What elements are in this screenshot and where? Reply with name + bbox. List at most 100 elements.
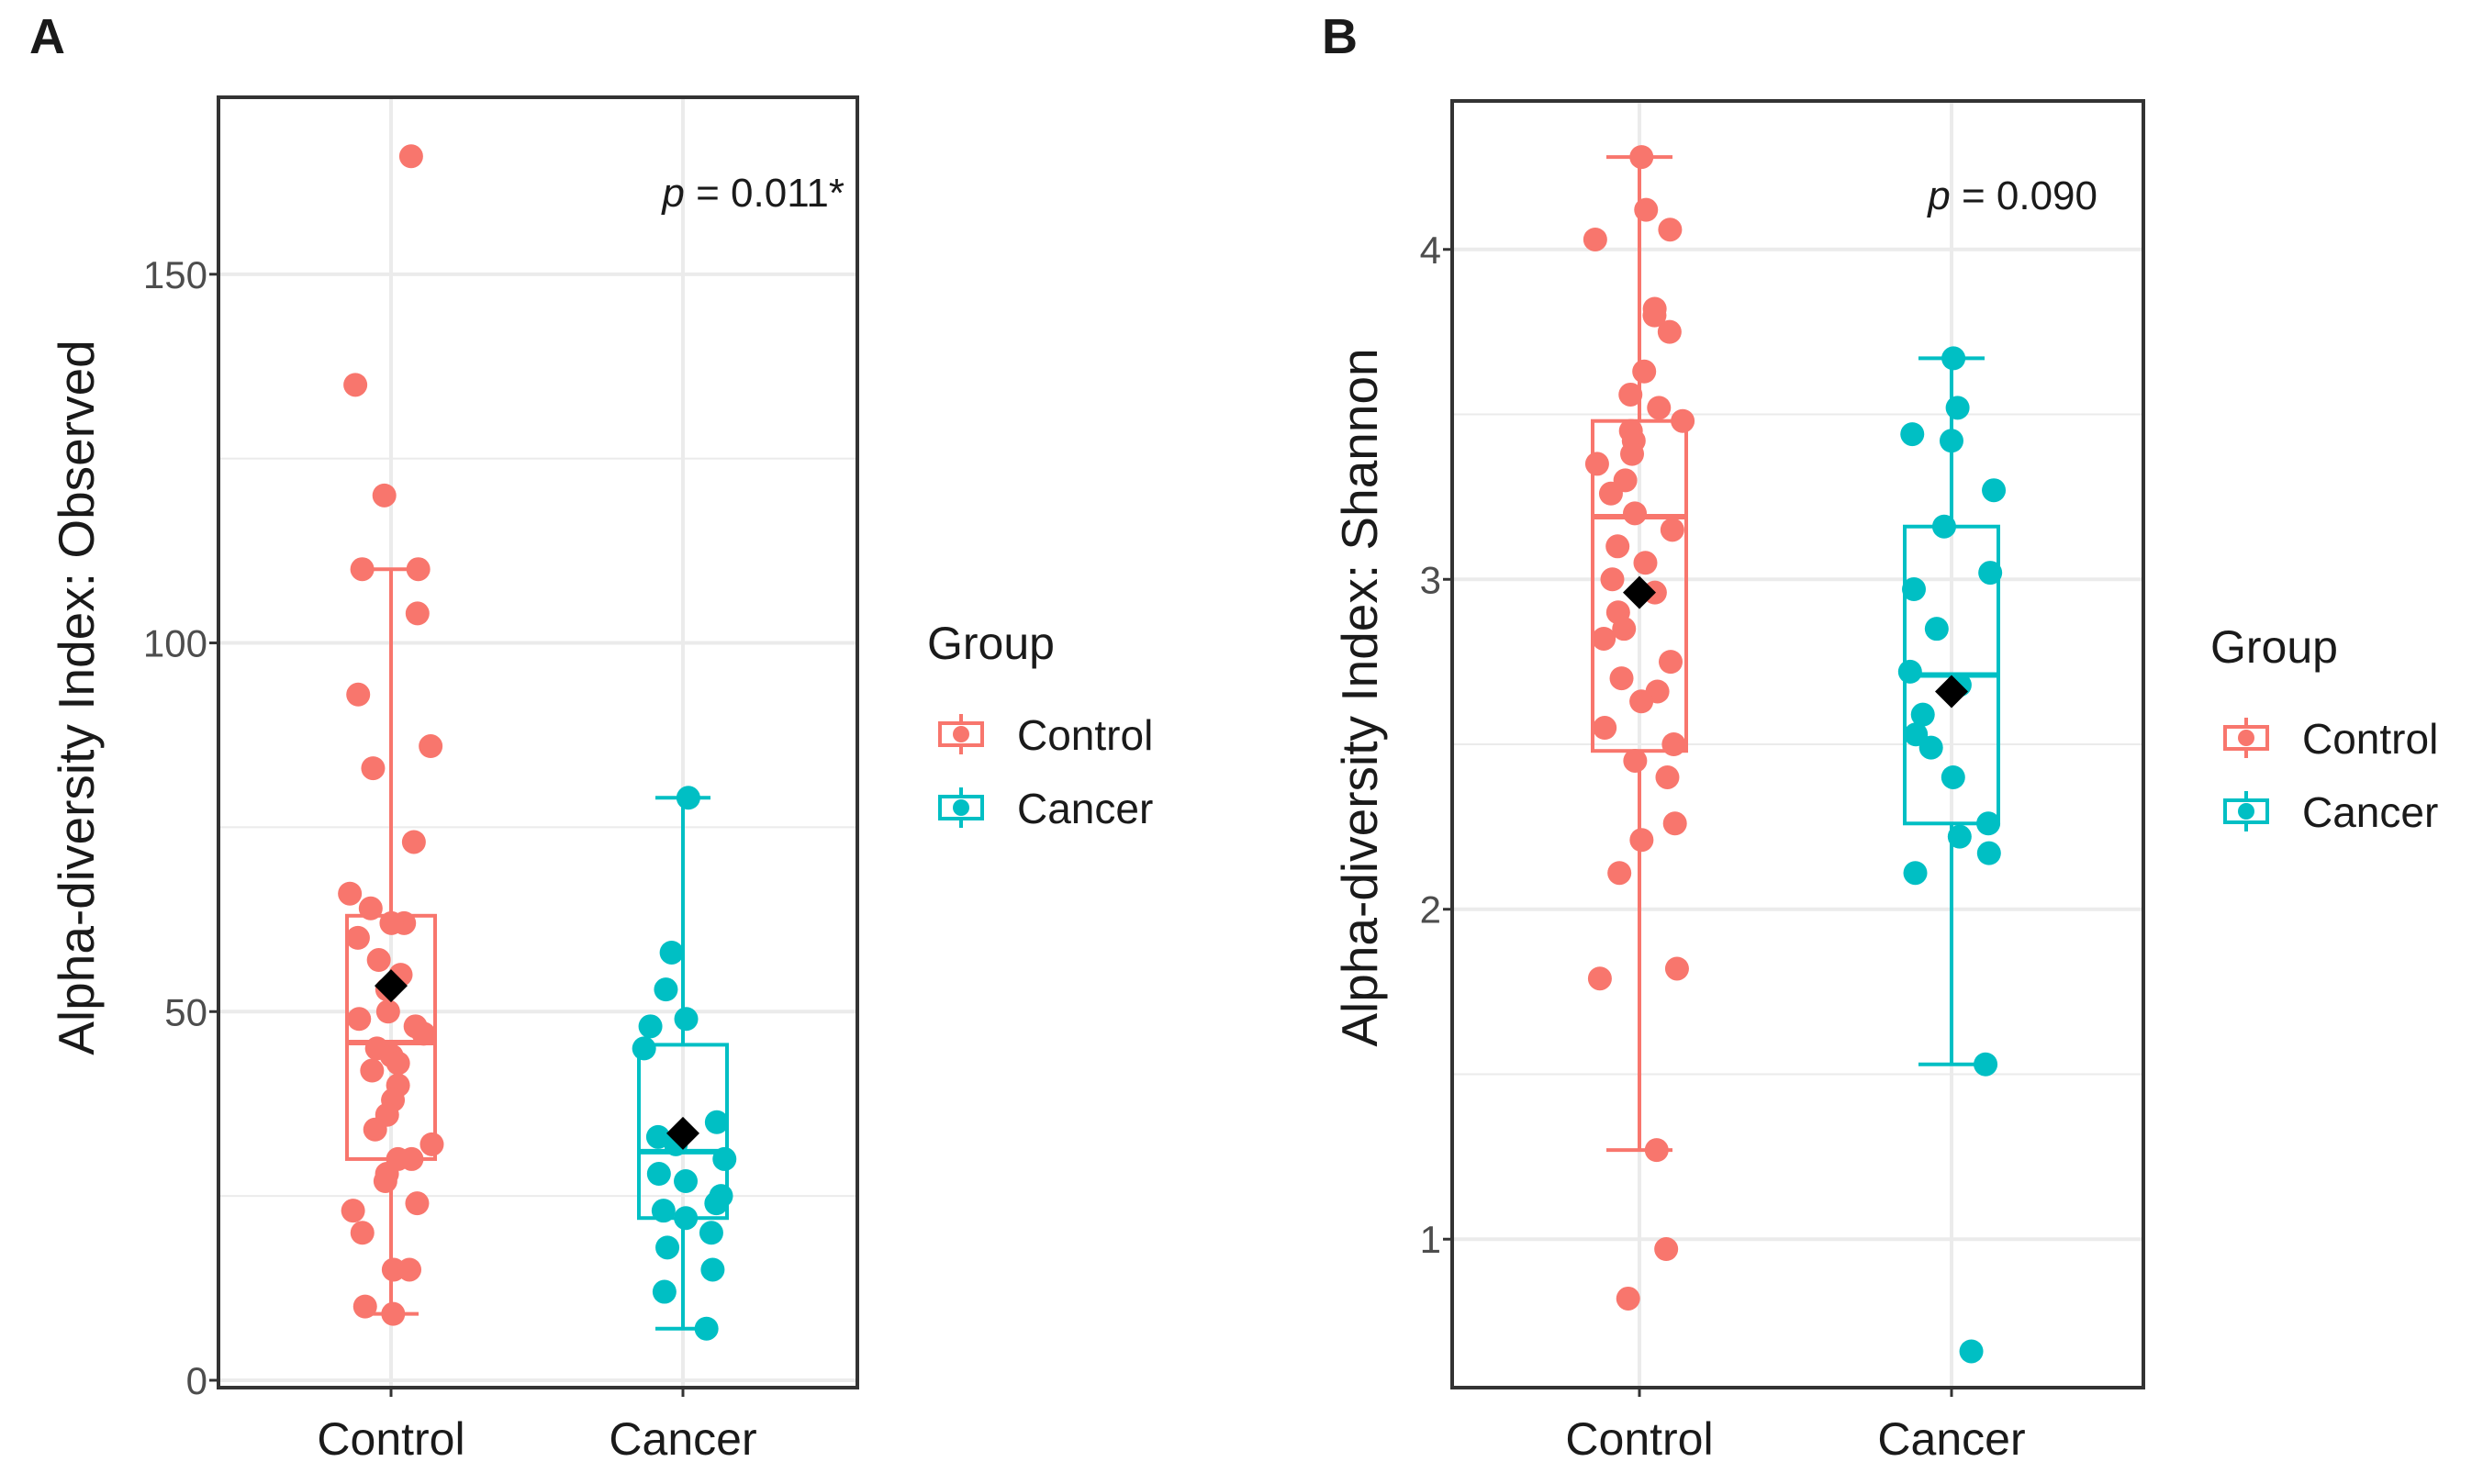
data-point xyxy=(638,1014,663,1039)
data-point xyxy=(1924,617,1949,642)
data-point xyxy=(1609,666,1634,691)
data-point xyxy=(1657,319,1682,344)
panel-b-legend-label-control: Control xyxy=(2302,715,2438,763)
panel-a: A 0 50 100 150 Control Cancer Alpha-diversity… xyxy=(29,9,1153,1465)
data-point xyxy=(350,557,375,582)
mean-diamond xyxy=(375,969,408,1003)
data-point xyxy=(1616,1286,1640,1311)
data-point xyxy=(373,1169,397,1194)
data-point xyxy=(700,1257,725,1282)
data-point xyxy=(676,786,700,810)
y-tick-label: 150 xyxy=(143,253,207,296)
data-point xyxy=(1903,861,1928,886)
data-point xyxy=(1941,346,1966,371)
data-point xyxy=(405,1191,430,1216)
data-point xyxy=(1939,429,1963,453)
panel-a-p-symbol: p xyxy=(660,171,684,216)
panel-a-legend-key-control xyxy=(938,714,984,754)
data-point xyxy=(386,1051,410,1076)
data-point xyxy=(398,144,423,169)
panel-b-plot: 1 2 3 4 Control Cancer xyxy=(1420,99,2145,1465)
data-point xyxy=(350,1221,375,1245)
data-point xyxy=(1587,966,1612,991)
panel-background xyxy=(218,97,857,1388)
data-point xyxy=(1660,518,1684,542)
data-point xyxy=(1607,861,1632,886)
data-point xyxy=(397,1257,422,1282)
data-point xyxy=(1593,716,1617,741)
mean-diamond xyxy=(666,1116,699,1150)
data-point xyxy=(1941,764,1965,789)
data-point xyxy=(1974,1052,1998,1077)
data-point xyxy=(343,373,368,397)
data-point xyxy=(360,1058,385,1083)
data-point xyxy=(646,1162,671,1187)
data-point xyxy=(1918,735,1943,760)
data-point xyxy=(405,601,430,626)
panel-b-ylabel: Alpha-diversity Index: Shannon xyxy=(1331,348,1388,1046)
data-point xyxy=(1664,956,1689,981)
data-point xyxy=(699,1221,723,1245)
panel-a-legend-label-cancer: Cancer xyxy=(1017,785,1153,832)
data-point xyxy=(341,1199,365,1223)
panel-b-p-symbol: p xyxy=(1926,173,1950,218)
mean-diamond xyxy=(1935,675,1968,709)
panel-border xyxy=(217,95,859,1389)
data-point xyxy=(1931,514,1956,539)
data-point xyxy=(1598,481,1623,506)
data-point xyxy=(1592,626,1616,651)
data-point xyxy=(1655,764,1680,789)
panel-b-letter: B xyxy=(1322,9,1358,64)
data-point xyxy=(674,1169,699,1194)
data-point xyxy=(419,1132,444,1156)
y-tick-label: 50 xyxy=(164,990,207,1033)
data-point xyxy=(1947,824,1972,849)
data-point xyxy=(358,896,383,921)
y-tick-label: 3 xyxy=(1420,558,1441,601)
panel-a-ylabel: Alpha-diversity Index: Observed xyxy=(48,340,105,1055)
data-point xyxy=(375,999,400,1024)
data-point xyxy=(1978,561,2003,586)
data-point xyxy=(346,682,371,707)
data-point xyxy=(1658,218,1683,242)
data-point xyxy=(1642,303,1667,328)
data-point xyxy=(1629,828,1654,853)
data-point xyxy=(1659,650,1683,675)
x-tick-label: Cancer xyxy=(609,1413,756,1465)
y-tick-label: 0 xyxy=(186,1359,207,1402)
data-point xyxy=(1623,748,1648,773)
boxplot-cancer xyxy=(632,786,737,1341)
data-point xyxy=(1662,811,1687,836)
panel-a-pvalue: p = 0.011* xyxy=(660,171,845,216)
x-tick-label: Control xyxy=(317,1413,464,1465)
data-point xyxy=(1945,396,1970,420)
data-point xyxy=(1634,197,1659,222)
panel-a-legend-key-cancer xyxy=(938,787,984,828)
y-tick-label: 4 xyxy=(1420,229,1441,272)
data-point xyxy=(381,1301,406,1326)
data-point xyxy=(338,881,363,906)
data-point xyxy=(1982,478,2007,503)
data-point xyxy=(1629,689,1654,714)
panel-border xyxy=(1450,99,2145,1389)
panel-b-p-value: = 0.090 xyxy=(1951,173,2097,218)
panel-a-letter: A xyxy=(29,9,65,64)
panel-b-pvalue: p = 0.090 xyxy=(1926,173,2097,218)
data-point xyxy=(1620,441,1645,466)
data-point xyxy=(1959,1339,1984,1364)
data-point xyxy=(1633,551,1658,575)
data-point xyxy=(1661,732,1686,756)
data-point xyxy=(419,734,443,759)
panel-b-legend-label-cancer: Cancer xyxy=(2302,788,2438,836)
data-point xyxy=(1671,408,1695,433)
x-tick-label: Cancer xyxy=(1877,1413,2025,1465)
data-point xyxy=(674,1007,699,1032)
panel-b-legend: Group Control Cancer xyxy=(2210,621,2438,836)
data-point xyxy=(1900,422,1925,447)
panel-b: B 1 2 3 4 Control Cancer Alpha-diversity Inde… xyxy=(1322,9,2438,1465)
panel-a-plot: 0 50 100 150 Control Cancer xyxy=(143,95,859,1465)
data-point xyxy=(704,1110,729,1134)
data-point xyxy=(654,977,678,1002)
data-point xyxy=(1976,841,2001,865)
